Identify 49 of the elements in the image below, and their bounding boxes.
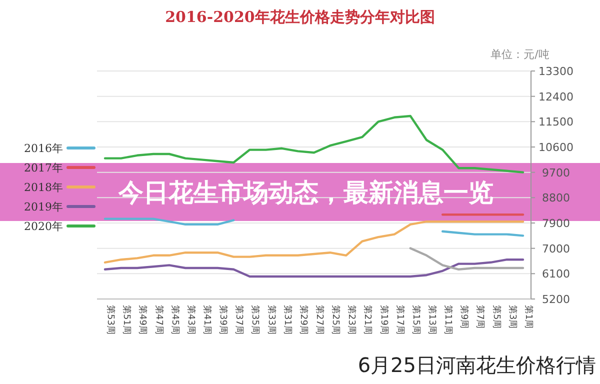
y-tick-label: 11500 bbox=[538, 116, 574, 129]
x-tick-label: 第41周 bbox=[201, 305, 212, 334]
x-tick-label: 第15周 bbox=[410, 305, 422, 334]
x-tick-label: 第11周 bbox=[442, 305, 454, 334]
x-tick-label: 第35周 bbox=[250, 305, 261, 334]
x-tick-label: 第27周 bbox=[314, 305, 325, 334]
y-tick-label: 5200 bbox=[542, 293, 570, 306]
x-tick-label: 第29周 bbox=[298, 305, 309, 334]
x-tick-label: 第13周 bbox=[426, 305, 438, 334]
x-tick-label: 第49周 bbox=[137, 305, 148, 334]
y-tick-label: 9700 bbox=[542, 166, 570, 180]
x-tick-label: 第7周 bbox=[474, 305, 486, 329]
text: 6月25日河南花生价格行情 bbox=[358, 353, 596, 377]
x-tick-label: 第5周 bbox=[490, 305, 502, 329]
x-tick-label: 第25周 bbox=[330, 305, 342, 334]
y-tick-label: 7000 bbox=[542, 242, 570, 256]
x-tick-label: 第39周 bbox=[218, 305, 229, 334]
line-series bbox=[409, 247, 524, 270]
x-tick-label: 第51周 bbox=[121, 305, 132, 334]
x-tick-label: 第43周 bbox=[185, 305, 196, 334]
x-tick-label: 第1周 bbox=[522, 305, 534, 329]
chart-title: 2016-2020年花生价格走势分年对比图 bbox=[165, 8, 435, 26]
x-tick-label: 第45周 bbox=[169, 305, 180, 334]
line-series bbox=[104, 258, 524, 278]
line-series bbox=[104, 114, 524, 174]
legend-label: 2018年 bbox=[24, 181, 63, 194]
x-tick-label: 第9周 bbox=[458, 305, 470, 329]
line-series bbox=[104, 220, 524, 264]
y-tick-label: 8800 bbox=[542, 192, 570, 205]
y-tick-label: 10600 bbox=[538, 141, 574, 154]
legend-label: 2016年 bbox=[24, 142, 63, 155]
legend-label: 2020年 bbox=[24, 220, 63, 233]
legend-label: 2019年 bbox=[24, 200, 63, 214]
x-tick-label: 第53周 bbox=[105, 305, 116, 334]
x-tick-label: 第33周 bbox=[266, 305, 277, 334]
y-tick-label: 7900 bbox=[542, 217, 570, 230]
x-tick-label: 第23周 bbox=[346, 305, 358, 334]
y-axis-title: 单位：元/吨 bbox=[490, 48, 550, 61]
x-tick-label: 第37周 bbox=[234, 305, 245, 334]
y-tick-label: 6100 bbox=[542, 268, 570, 281]
x-tick-label: 第47周 bbox=[153, 305, 164, 334]
legend-label: 2017年 bbox=[24, 162, 63, 174]
x-tick-label: 第31周 bbox=[282, 305, 293, 334]
x-tick-label: 第3周 bbox=[506, 305, 518, 329]
y-tick-label: 13300 bbox=[538, 65, 574, 78]
x-tick-label: 第19周 bbox=[378, 305, 390, 334]
x-tick-label: 第21周 bbox=[362, 305, 374, 334]
y-tick-label: 12400 bbox=[538, 90, 574, 104]
x-tick-label: 第17周 bbox=[394, 305, 406, 334]
